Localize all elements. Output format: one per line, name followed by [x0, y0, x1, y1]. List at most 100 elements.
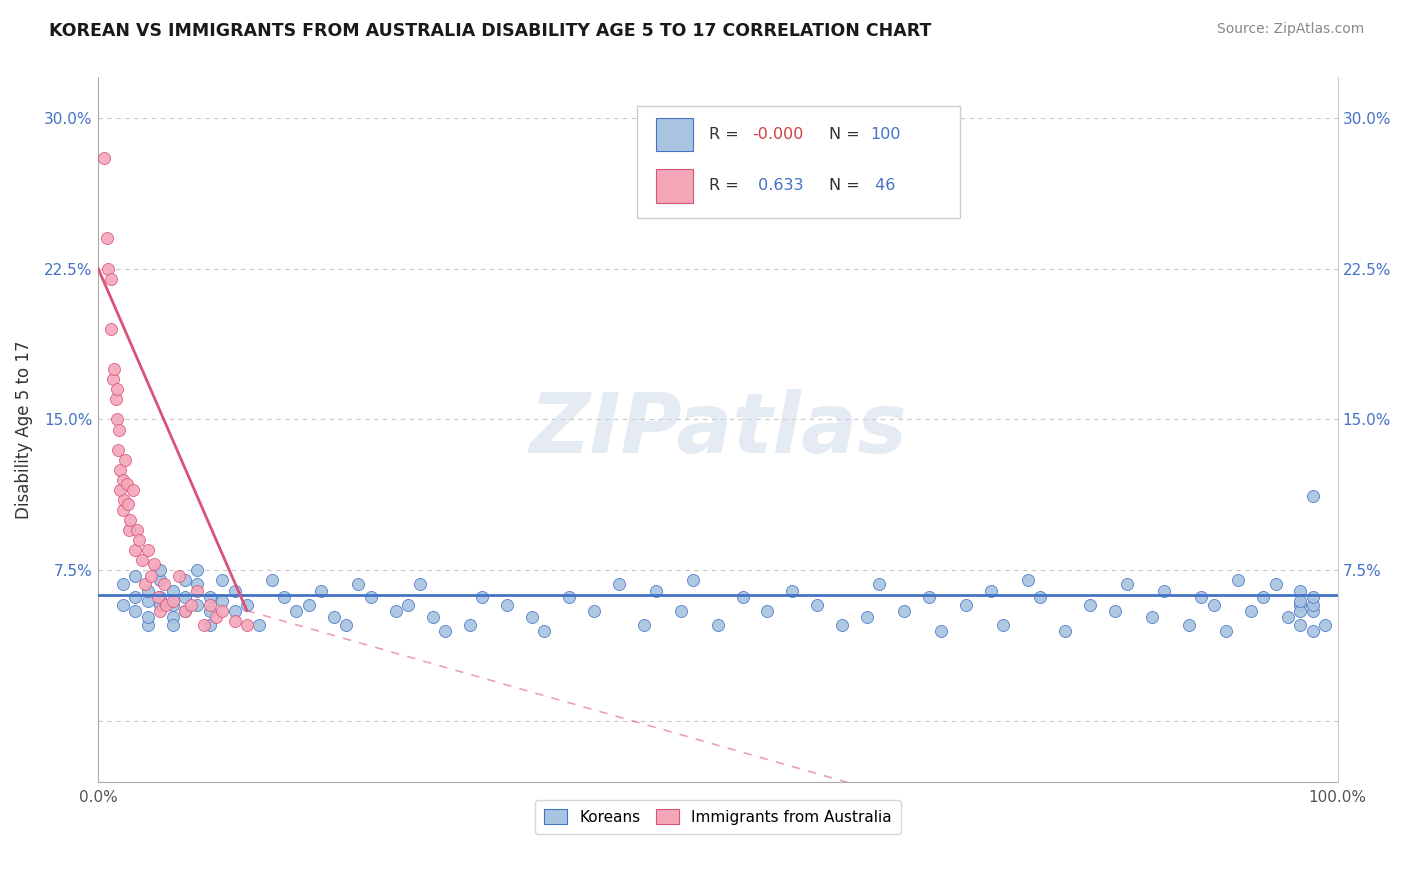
- Point: [360, 590, 382, 604]
- Point: [224, 583, 246, 598]
- Point: [607, 577, 630, 591]
- FancyBboxPatch shape: [637, 105, 960, 219]
- Point: [1289, 604, 1312, 618]
- Point: [103, 362, 125, 376]
- Point: [128, 533, 150, 548]
- Point: [458, 617, 481, 632]
- Point: [117, 497, 139, 511]
- Point: [186, 577, 208, 591]
- Point: [955, 598, 977, 612]
- Point: [186, 583, 208, 598]
- Point: [162, 598, 184, 612]
- Point: [434, 624, 457, 638]
- Point: [174, 604, 197, 618]
- Point: [558, 590, 581, 604]
- Point: [205, 609, 228, 624]
- Point: [174, 574, 197, 588]
- Point: [917, 590, 939, 604]
- Point: [198, 598, 221, 612]
- Point: [211, 604, 233, 618]
- Point: [97, 261, 120, 276]
- Point: [731, 590, 754, 604]
- Point: [149, 604, 172, 618]
- Point: [105, 382, 128, 396]
- Text: ZIPatlas: ZIPatlas: [529, 389, 907, 470]
- Point: [118, 523, 141, 537]
- Point: [162, 609, 184, 624]
- Point: [136, 583, 159, 598]
- Point: [311, 583, 333, 598]
- Point: [211, 593, 233, 607]
- Point: [115, 476, 138, 491]
- Point: [1178, 617, 1201, 632]
- Point: [107, 442, 129, 457]
- Point: [114, 452, 136, 467]
- Legend: Koreans, Immigrants from Australia: Koreans, Immigrants from Australia: [536, 799, 901, 834]
- Point: [1289, 617, 1312, 632]
- Point: [756, 604, 779, 618]
- FancyBboxPatch shape: [657, 169, 693, 202]
- Point: [1251, 590, 1274, 604]
- Point: [1302, 604, 1324, 618]
- Point: [1289, 598, 1312, 612]
- Point: [104, 392, 127, 407]
- Point: [142, 558, 165, 572]
- Text: 46: 46: [870, 178, 896, 194]
- Point: [855, 609, 877, 624]
- Text: R =: R =: [709, 178, 744, 194]
- Y-axis label: Disability Age 5 to 17: Disability Age 5 to 17: [15, 341, 32, 519]
- Point: [120, 513, 142, 527]
- Point: [633, 617, 655, 632]
- Point: [93, 151, 115, 165]
- Point: [298, 598, 321, 612]
- Point: [396, 598, 419, 612]
- Point: [136, 543, 159, 558]
- Point: [1302, 598, 1324, 612]
- Point: [174, 590, 197, 604]
- Point: [100, 271, 122, 285]
- Point: [236, 598, 259, 612]
- Point: [124, 543, 146, 558]
- Point: [198, 604, 221, 618]
- Point: [273, 590, 295, 604]
- Point: [186, 598, 208, 612]
- Point: [193, 617, 215, 632]
- Point: [131, 553, 153, 567]
- Point: [110, 463, 132, 477]
- Text: 0.633: 0.633: [752, 178, 803, 194]
- Point: [893, 604, 915, 618]
- Point: [124, 604, 146, 618]
- Point: [1202, 598, 1225, 612]
- Point: [101, 372, 124, 386]
- Point: [134, 577, 156, 591]
- Point: [520, 609, 543, 624]
- Text: R =: R =: [709, 127, 744, 142]
- Point: [122, 483, 145, 497]
- Point: [149, 590, 172, 604]
- Point: [1215, 624, 1237, 638]
- Text: Source: ZipAtlas.com: Source: ZipAtlas.com: [1216, 22, 1364, 37]
- Point: [162, 593, 184, 607]
- Point: [991, 617, 1014, 632]
- Point: [496, 598, 519, 612]
- Point: [111, 598, 134, 612]
- Point: [112, 493, 135, 508]
- Point: [409, 577, 432, 591]
- Point: [533, 624, 555, 638]
- Point: [929, 624, 952, 638]
- Point: [186, 563, 208, 577]
- Point: [146, 590, 169, 604]
- Point: [174, 604, 197, 618]
- Point: [285, 604, 308, 618]
- Point: [155, 598, 177, 612]
- Point: [669, 604, 692, 618]
- Point: [335, 617, 357, 632]
- Point: [149, 563, 172, 577]
- Point: [224, 614, 246, 628]
- Point: [780, 583, 803, 598]
- Point: [180, 598, 202, 612]
- Point: [100, 322, 122, 336]
- Point: [1289, 583, 1312, 598]
- Point: [149, 598, 172, 612]
- Point: [1104, 604, 1126, 618]
